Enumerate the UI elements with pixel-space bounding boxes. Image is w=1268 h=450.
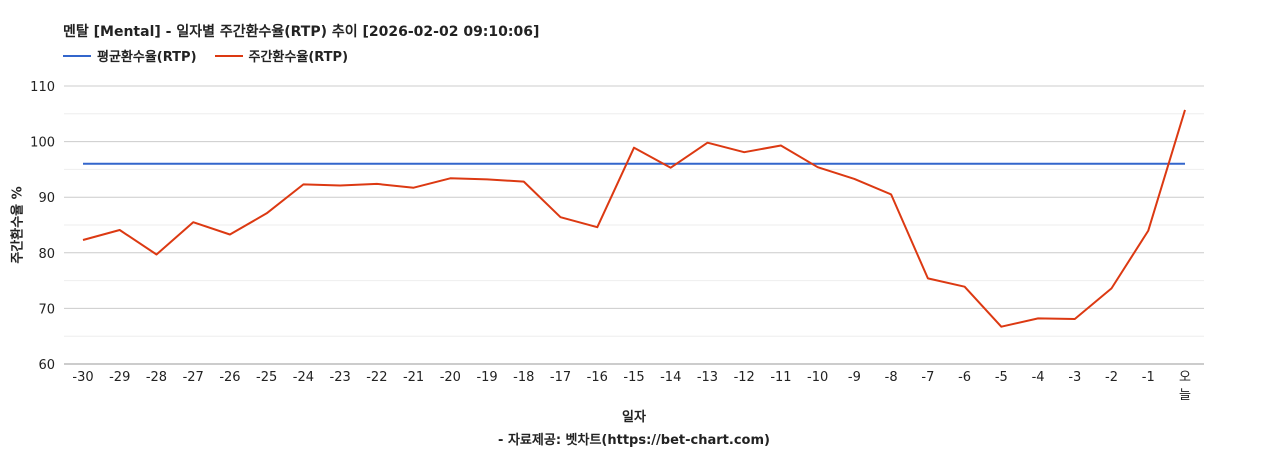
x-tick-label: -20: [440, 370, 461, 385]
x-tick-label: -2: [1105, 370, 1118, 385]
x-tick-label: -12: [734, 370, 755, 385]
x-tick-label: -9: [848, 370, 861, 385]
legend-item-average[interactable]: 평균환수율(RTP): [63, 46, 197, 65]
x-tick-label: -26: [219, 370, 240, 385]
x-tick-label: -13: [697, 370, 718, 385]
data-source-credit: - 자료제공: 벳차트(https://bet-chart.com): [498, 433, 770, 448]
x-tick-label: -30: [72, 370, 93, 385]
y-tick-label: 110: [30, 80, 55, 95]
x-tick-label: -25: [256, 370, 277, 385]
x-tick-label: -1: [1142, 370, 1155, 385]
x-tick-label: -3: [1068, 370, 1081, 385]
legend: 평균환수율(RTP) 주간환수율(RTP): [63, 46, 348, 65]
y-tick-label: 100: [30, 136, 55, 151]
chart-title: 멘탈 [Mental] - 일자별 주간환수율(RTP) 추이 [2026-02…: [63, 24, 540, 40]
x-tick-label: -14: [660, 370, 681, 385]
y-tick-label: 90: [38, 191, 55, 206]
x-tick-label: -21: [403, 370, 424, 385]
x-tick-label: -4: [1032, 370, 1045, 385]
y-tick-label: 60: [38, 358, 55, 373]
x-tick-label: -27: [183, 370, 204, 385]
x-tick-label: -16: [587, 370, 608, 385]
x-tick-label: -8: [885, 370, 898, 385]
legend-swatch-average: [63, 54, 91, 57]
series-line-weekly: [82, 109, 1186, 328]
x-tick-label: -22: [366, 370, 387, 385]
x-tick-label: -15: [623, 370, 644, 385]
x-tick-label: -5: [995, 370, 1008, 385]
x-tick-label: -23: [330, 370, 351, 385]
x-tick-label: -7: [921, 370, 934, 385]
legend-swatch-weekly: [214, 54, 243, 57]
y-tick-label: 70: [38, 302, 55, 317]
x-tick-label: -17: [550, 370, 571, 385]
x-tick-label: -18: [513, 370, 534, 385]
x-tick-label: -10: [807, 370, 828, 385]
x-tick-label: -28: [146, 370, 167, 385]
legend-label-weekly: 주간환수율(RTP): [248, 50, 349, 65]
x-tick-label: -29: [109, 370, 130, 385]
x-axis-title: 일자: [622, 410, 646, 425]
legend-item-weekly[interactable]: 주간환수율(RTP): [214, 46, 349, 65]
x-tick-label: -11: [770, 370, 791, 385]
y-tick-label: 80: [38, 247, 55, 262]
x-tick-label: -24: [293, 370, 314, 385]
x-tick-label: -6: [958, 370, 971, 385]
legend-label-average: 평균환수율(RTP): [97, 50, 197, 65]
x-tick-label: -19: [476, 370, 497, 385]
